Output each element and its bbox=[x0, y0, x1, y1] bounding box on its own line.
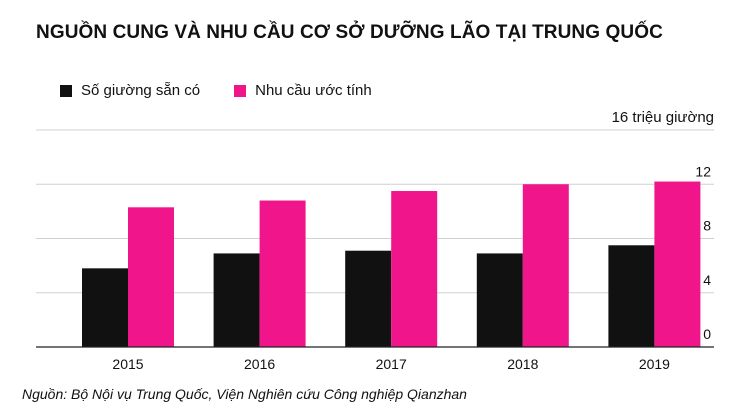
legend-swatch-demand bbox=[234, 84, 247, 97]
bar-available-2018 bbox=[476, 253, 523, 347]
y-tick-label-4: 4 bbox=[703, 272, 711, 288]
bar-demand-2017 bbox=[391, 191, 438, 347]
x-tick-label-2019: 2019 bbox=[639, 356, 670, 372]
bar-demand-2018 bbox=[522, 184, 569, 347]
legend-item-demand: Nhu cầu ước tính bbox=[234, 82, 372, 99]
y-tick-label-12: 12 bbox=[695, 163, 711, 179]
bar-available-2016 bbox=[213, 253, 260, 347]
y-tick-label-8: 8 bbox=[703, 218, 711, 234]
legend-label-demand: Nhu cầu ước tính bbox=[255, 82, 372, 99]
bar-available-2015 bbox=[82, 268, 128, 347]
legend-swatch-available bbox=[60, 84, 72, 97]
y-tick-label-16: 16 triệu giường bbox=[612, 109, 714, 126]
x-tick-label-2017: 2017 bbox=[376, 356, 407, 372]
bar-demand-2019 bbox=[654, 181, 701, 347]
legend-item-available: Số giường sẵn có bbox=[60, 82, 200, 99]
bar-demand-2015 bbox=[128, 207, 174, 347]
legend: Số giường sẵn có Nhu cầu ước tính bbox=[60, 82, 406, 99]
bar-available-2019 bbox=[608, 245, 655, 347]
x-tick-label-2018: 2018 bbox=[507, 356, 538, 372]
legend-label-available: Số giường sẵn có bbox=[81, 82, 201, 99]
source-note: Nguồn: Bộ Nội vụ Trung Quốc, Viện Nghiên… bbox=[22, 386, 467, 402]
bar-available-2017 bbox=[345, 250, 392, 347]
y-tick-label-0: 0 bbox=[703, 326, 711, 342]
bar-demand-2016 bbox=[259, 200, 306, 347]
x-tick-label-2016: 2016 bbox=[244, 356, 275, 372]
chart-title: NGUỒN CUNG VÀ NHU CẦU CƠ SỞ DƯỠNG LÃO TẠ… bbox=[36, 22, 663, 43]
x-tick-label-2015: 2015 bbox=[112, 356, 143, 372]
